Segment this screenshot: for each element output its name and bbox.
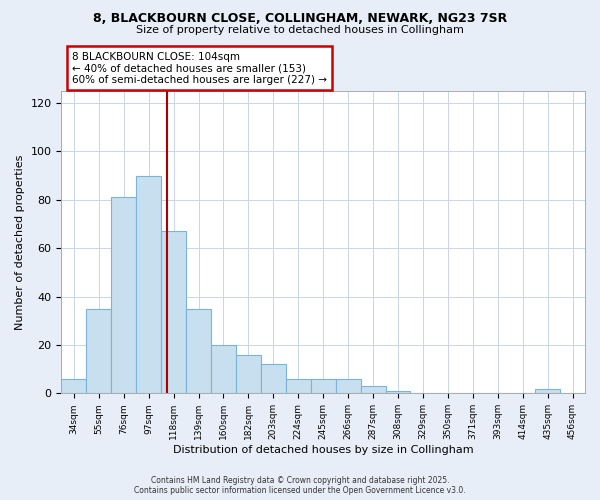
Bar: [61, 379, 86, 394]
Text: Size of property relative to detached houses in Collingham: Size of property relative to detached ho…: [136, 25, 464, 35]
Bar: [86, 308, 111, 394]
Bar: [361, 386, 386, 394]
Text: 8 BLACKBOURN CLOSE: 104sqm
← 40% of detached houses are smaller (153)
60% of sem: 8 BLACKBOURN CLOSE: 104sqm ← 40% of deta…: [72, 52, 327, 85]
Bar: [386, 391, 410, 394]
Bar: [211, 345, 236, 394]
Bar: [311, 379, 335, 394]
Bar: [186, 308, 211, 394]
Text: 8, BLACKBOURN CLOSE, COLLINGHAM, NEWARK, NG23 7SR: 8, BLACKBOURN CLOSE, COLLINGHAM, NEWARK,…: [93, 12, 507, 26]
Text: Contains HM Land Registry data © Crown copyright and database right 2025.
Contai: Contains HM Land Registry data © Crown c…: [134, 476, 466, 495]
Bar: [161, 231, 186, 394]
Bar: [535, 388, 560, 394]
Bar: [136, 176, 161, 394]
X-axis label: Distribution of detached houses by size in Collingham: Distribution of detached houses by size …: [173, 445, 473, 455]
Bar: [335, 379, 361, 394]
Bar: [111, 198, 136, 394]
Bar: [286, 379, 311, 394]
Bar: [236, 354, 261, 394]
Y-axis label: Number of detached properties: Number of detached properties: [15, 154, 25, 330]
Bar: [261, 364, 286, 394]
